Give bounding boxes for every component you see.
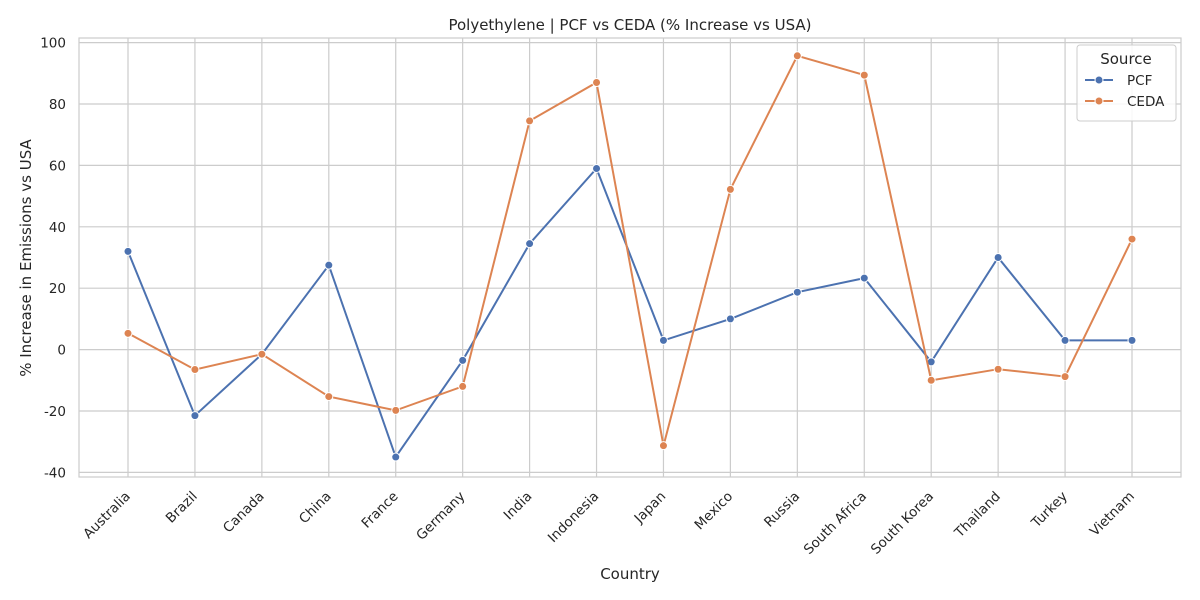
data-point-pcf xyxy=(324,260,334,270)
grid xyxy=(79,38,1181,477)
x-tick-label: Russia xyxy=(761,489,803,531)
series-layer xyxy=(123,51,1137,462)
x-tick-label: Mexico xyxy=(692,489,737,534)
data-point-pcf xyxy=(1127,335,1137,345)
x-tick-label: Australia xyxy=(80,489,134,543)
x-tick-label: India xyxy=(501,489,536,524)
data-point-ceda xyxy=(391,405,401,415)
legend-marker-ceda xyxy=(1094,96,1104,106)
data-point-pcf xyxy=(592,163,602,173)
plot-frame xyxy=(78,37,1182,478)
x-axis-label: Country xyxy=(600,565,660,583)
data-point-pcf xyxy=(190,411,200,421)
data-point-pcf xyxy=(1060,335,1070,345)
chart-title: Polyethylene | PCF vs CEDA (% Increase v… xyxy=(448,16,811,34)
x-tick-label: Vietnam xyxy=(1087,489,1138,540)
x-tick-label: Germany xyxy=(413,489,468,544)
data-point-ceda xyxy=(123,328,133,338)
data-point-pcf xyxy=(859,273,869,283)
x-tick-label: Canada xyxy=(220,489,268,537)
data-point-ceda xyxy=(792,51,802,61)
series-line-pcf xyxy=(127,166,1132,460)
legend-label-pcf: PCF xyxy=(1127,73,1152,89)
data-point-pcf xyxy=(458,355,468,365)
y-tick-label: -40 xyxy=(44,465,66,481)
series-line-ceda xyxy=(127,54,1133,446)
x-tick-label: Turkey xyxy=(1028,489,1071,532)
data-point-ceda xyxy=(1127,234,1137,244)
data-point-pcf xyxy=(525,239,535,249)
legend-title: Source xyxy=(1100,50,1152,68)
data-point-ceda xyxy=(859,70,869,80)
series-ceda xyxy=(123,51,1137,451)
y-tick-label: -20 xyxy=(44,404,66,420)
data-point-pcf xyxy=(658,335,668,345)
x-tick-label: China xyxy=(296,489,335,528)
data-point-ceda xyxy=(592,78,602,88)
data-point-pcf xyxy=(792,287,802,297)
data-point-ceda xyxy=(525,116,535,126)
data-point-ceda xyxy=(725,184,735,194)
x-tick-label: South Korea xyxy=(868,489,937,558)
y-tick-label: 20 xyxy=(49,281,66,297)
y-tick-label: 100 xyxy=(40,36,66,52)
legend-marker-pcf xyxy=(1094,75,1104,85)
x-tick-label: Brazil xyxy=(163,489,201,527)
series-pcf xyxy=(123,163,1137,462)
data-point-ceda xyxy=(458,381,468,391)
data-point-ceda xyxy=(190,365,200,375)
x-tick-label: Thailand xyxy=(951,489,1004,542)
y-tick-label: 40 xyxy=(49,220,66,236)
x-tick-label: South Africa xyxy=(801,489,870,558)
y-axis-label: % Increase in Emissions vs USA xyxy=(17,139,35,377)
data-point-pcf xyxy=(993,253,1003,262)
legend: Source PCF CEDA xyxy=(1076,44,1177,122)
y-tick-label: 80 xyxy=(49,97,66,113)
x-tick-label: Indonesia xyxy=(545,489,602,546)
data-point-pcf xyxy=(725,314,735,324)
x-tick-label: Japan xyxy=(631,489,670,528)
data-point-pcf xyxy=(123,246,133,256)
data-point-pcf xyxy=(391,452,401,462)
data-point-ceda xyxy=(1060,372,1070,382)
y-tick-labels: -40 -20 0 20 40 60 80 100 xyxy=(40,36,66,482)
x-tick-labels: Australia Brazil Canada China France Germany I… xyxy=(80,489,1138,558)
y-tick-label: 0 xyxy=(57,343,66,359)
data-point-ceda xyxy=(324,392,334,402)
data-point-ceda xyxy=(257,349,267,359)
y-tick-label: 60 xyxy=(49,158,66,174)
data-point-ceda xyxy=(658,441,668,451)
data-point-ceda xyxy=(993,364,1003,374)
legend-label-ceda: CEDA xyxy=(1127,94,1165,110)
data-point-ceda xyxy=(926,375,936,385)
x-tick-label: France xyxy=(359,489,402,532)
